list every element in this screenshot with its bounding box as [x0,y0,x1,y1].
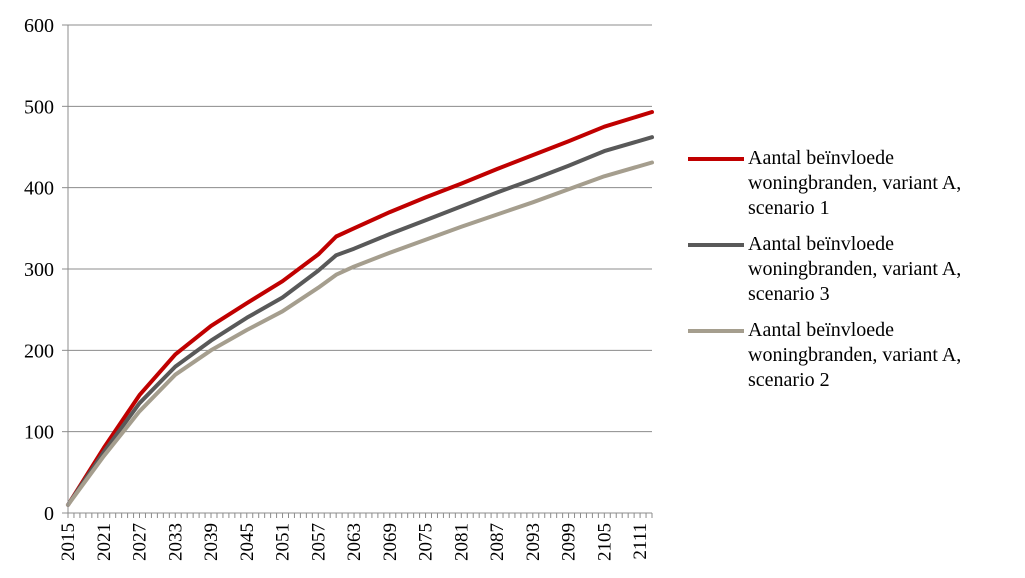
y-tick-label: 300 [24,259,54,281]
x-tick-label: 2105 [594,523,615,561]
legend-item: Aantal beïnvloede woningbranden, variant… [688,232,1025,307]
legend-label: Aantal beïnvloede woningbranden, variant… [748,147,962,219]
legend-swatch [688,329,744,333]
x-tick-label: 2093 [523,523,544,561]
x-tick-label: 2087 [487,523,508,561]
x-tick-label: 2039 [201,523,222,561]
x-tick-label: 2111 [630,523,651,560]
chart-legend: Aantal beïnvloede woningbranden, variant… [688,146,1025,404]
x-tick-label: 2045 [237,523,258,561]
axes [62,24,653,518]
y-tick-label: 500 [24,96,54,118]
x-tick-label: 2027 [130,523,151,561]
y-tick-label: 400 [24,178,54,200]
x-tick-label: 2015 [58,523,79,561]
x-tick-label: 2057 [308,523,329,561]
x-tick-label: 2069 [380,523,401,561]
x-tick-label: 2051 [273,523,294,561]
legend-swatch [688,243,744,247]
series-lines [66,110,654,507]
gridlines [68,24,652,433]
legend-item: Aantal beïnvloede woningbranden, variant… [688,318,1025,393]
legend-swatch [688,157,744,161]
legend-label: Aantal beïnvloede woningbranden, variant… [748,319,962,391]
line-chart: 0 100 200 300 400 500 600 2015 2021 2027 2033 2039… [24,15,654,561]
series-line-3 [66,160,654,507]
legend-item: Aantal beïnvloede woningbranden, variant… [688,146,1025,221]
series-line-2 [66,135,654,507]
x-tick-label: 2033 [165,523,186,561]
legend-label: Aantal beïnvloede woningbranden, variant… [748,233,962,305]
x-tick-label: 2081 [451,523,472,561]
x-tick-label: 2099 [559,523,580,561]
y-axis-tick-labels: 0 100 200 300 400 500 600 [24,15,54,525]
y-tick-label: 0 [44,503,54,525]
y-tick-label: 600 [24,15,54,37]
x-tick-label: 2075 [416,523,437,561]
y-tick-label: 100 [24,422,54,444]
series-line-1 [66,110,654,507]
x-axis-tick-labels: 2015 2021 2027 2033 2039 2045 2051 2057 2063 2069… [58,523,651,561]
x-tick-label: 2021 [94,523,115,561]
x-tick-label: 2063 [344,523,365,561]
y-tick-label: 200 [24,340,54,362]
